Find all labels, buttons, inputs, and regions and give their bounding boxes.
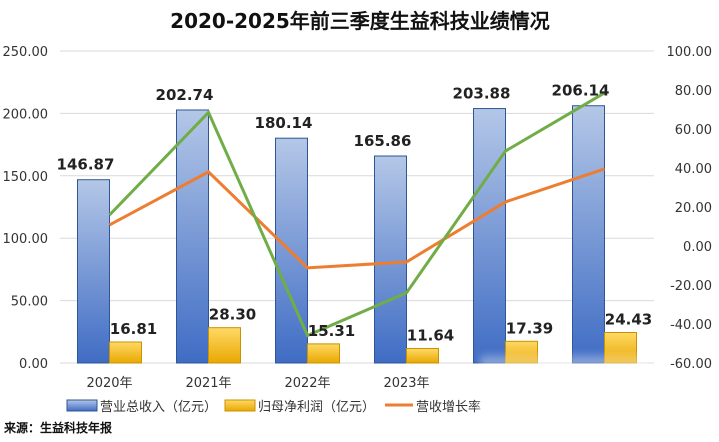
left-tick-label: 200.00 bbox=[3, 107, 49, 122]
profit-label: 15.31 bbox=[308, 322, 355, 340]
revenue-label: 146.87 bbox=[57, 156, 115, 174]
blur-overlay bbox=[480, 355, 650, 435]
legend-swatch-profit bbox=[224, 399, 256, 412]
legend-profit: 归母净利润（亿元） bbox=[258, 400, 375, 415]
right-tick-label: 60.00 bbox=[675, 123, 712, 138]
right-tick-label: 20.00 bbox=[675, 201, 712, 216]
right-tick-label: 0.00 bbox=[683, 240, 712, 255]
x-tick-label: 2021年 bbox=[185, 376, 231, 391]
profit-label: 11.64 bbox=[407, 326, 454, 344]
revenue-label: 180.14 bbox=[255, 114, 313, 132]
right-tick-label: 80.00 bbox=[675, 84, 712, 99]
right-tick-label: 100.00 bbox=[667, 45, 713, 60]
revenue-bar bbox=[374, 155, 407, 364]
x-tick-label: 2020年 bbox=[86, 376, 132, 391]
revenue-bar bbox=[77, 179, 110, 364]
x-tick-label: 2022年 bbox=[284, 376, 330, 391]
chart-title: 2020-2025年前三季度生益科技业绩情况 bbox=[170, 9, 550, 33]
revenue-growth-line bbox=[108, 167, 605, 270]
revenue-label: 202.74 bbox=[156, 86, 214, 104]
x-tick-label: 2023年 bbox=[383, 376, 429, 391]
source-note: 来源：生益科技年报 bbox=[3, 420, 112, 435]
profit-label: 16.81 bbox=[110, 320, 157, 338]
profit-label: 24.43 bbox=[605, 311, 652, 329]
left-tick-label: 50.00 bbox=[11, 295, 48, 310]
profit-label: 17.39 bbox=[506, 319, 553, 337]
right-tick-label: -20.00 bbox=[670, 279, 712, 294]
profit-growth-line bbox=[108, 91, 606, 338]
left-tick-label: 250.00 bbox=[3, 45, 49, 60]
profit-bar bbox=[307, 343, 340, 364]
legend-revenue: 营业总收入（亿元） bbox=[100, 400, 217, 415]
right-tick-label: -40.00 bbox=[670, 318, 712, 333]
left-tick-label: 150.00 bbox=[3, 170, 49, 185]
revenue-bar bbox=[572, 105, 605, 364]
profit-label: 28.30 bbox=[209, 306, 256, 324]
right-tick-label: 40.00 bbox=[675, 162, 712, 177]
profit-bar bbox=[406, 347, 439, 364]
revenue-label: 203.88 bbox=[453, 85, 511, 103]
legend-growth: 营收增长率 bbox=[416, 399, 481, 415]
revenue-label: 165.86 bbox=[354, 132, 412, 150]
legend-swatch-revenue bbox=[66, 399, 98, 412]
profit-bar bbox=[208, 327, 241, 364]
revenue-bar bbox=[176, 109, 209, 364]
left-tick-label: 0.00 bbox=[19, 357, 48, 372]
left-tick-label: 100.00 bbox=[3, 232, 49, 247]
revenue-label: 206.14 bbox=[552, 82, 610, 100]
right-tick-label: -60.00 bbox=[670, 357, 712, 372]
revenue-bar bbox=[473, 108, 506, 364]
profit-bar bbox=[109, 341, 142, 364]
